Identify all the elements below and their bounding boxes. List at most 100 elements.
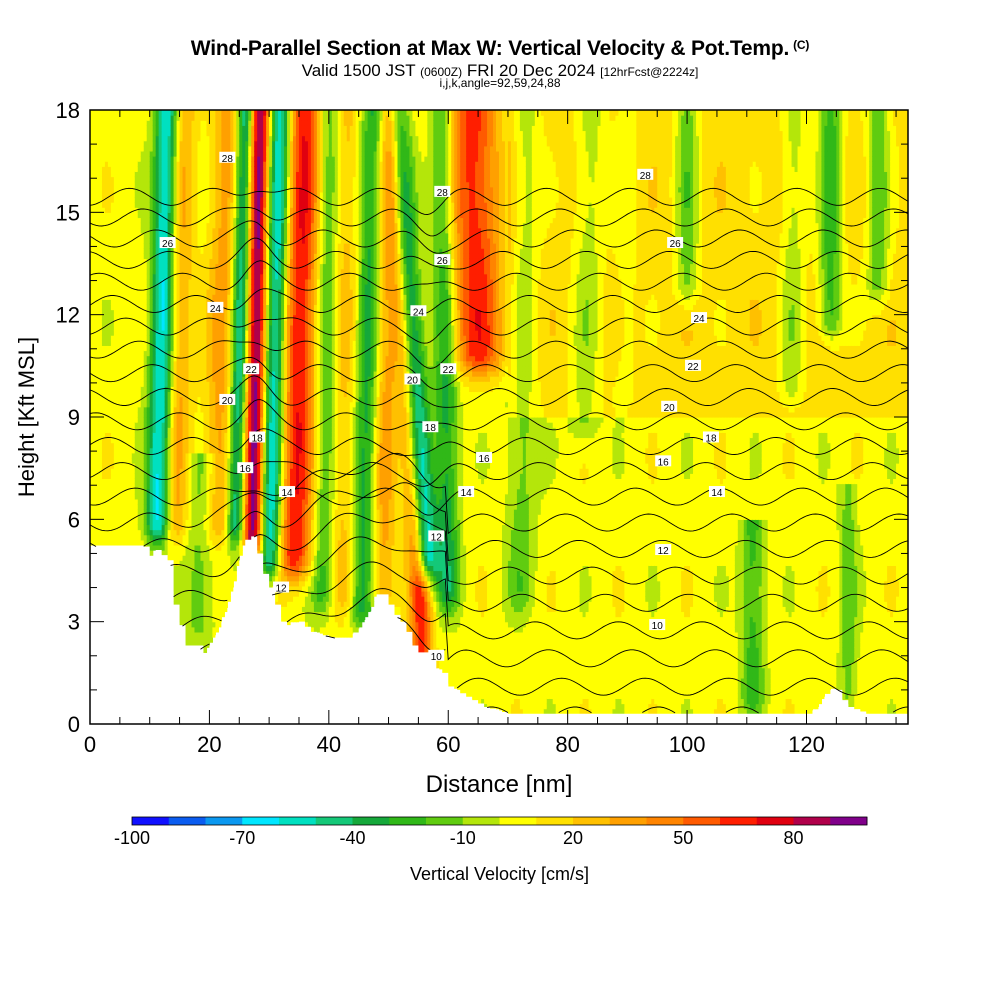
w-cell	[152, 140, 157, 147]
w-cell	[182, 391, 187, 398]
w-cell	[125, 478, 130, 485]
w-cell	[188, 314, 193, 321]
w-cell	[128, 304, 133, 311]
w-cell	[128, 237, 133, 244]
w-cell	[128, 278, 133, 285]
w-cell	[131, 539, 136, 546]
w-cell	[107, 509, 112, 515]
w-cell	[155, 437, 160, 444]
w-cell	[182, 232, 187, 239]
w-cell	[110, 381, 115, 387]
w-cell	[131, 304, 136, 311]
w-cell	[191, 473, 196, 479]
w-cell	[125, 468, 130, 474]
w-cell	[173, 289, 178, 295]
w-cell	[176, 278, 181, 285]
w-cell	[134, 125, 139, 132]
w-cell	[90, 396, 94, 403]
w-cell	[140, 140, 145, 147]
w-cell	[104, 289, 109, 295]
w-cell	[119, 196, 124, 203]
w-cell	[113, 335, 118, 341]
w-cell	[95, 370, 100, 377]
w-cell	[167, 539, 172, 546]
w-cell	[131, 278, 136, 285]
w-cell	[176, 273, 181, 280]
w-cell	[95, 391, 100, 398]
w-cell	[140, 350, 145, 357]
w-cell	[128, 452, 133, 459]
w-cell	[107, 417, 112, 423]
w-cell	[101, 519, 106, 526]
w-cell	[119, 232, 124, 239]
w-cell	[116, 376, 121, 382]
w-cell	[140, 534, 145, 541]
w-cell	[122, 278, 127, 285]
w-cell	[152, 120, 157, 126]
w-cell	[107, 330, 112, 336]
w-cell	[128, 365, 133, 372]
w-cell	[110, 376, 115, 382]
w-cell	[191, 263, 196, 270]
w-cell	[194, 355, 199, 362]
w-cell	[197, 110, 202, 116]
w-cell	[173, 248, 178, 254]
w-cell	[131, 350, 136, 357]
w-cell	[146, 268, 151, 275]
w-cell	[173, 319, 178, 326]
w-cell	[167, 401, 172, 408]
w-cell	[167, 478, 172, 485]
w-cell	[92, 135, 97, 142]
w-cell	[179, 181, 184, 188]
w-cell	[134, 299, 139, 306]
w-cell	[173, 396, 178, 403]
w-cell	[128, 319, 133, 326]
w-cell	[194, 585, 199, 592]
w-cell	[200, 493, 205, 500]
w-cell	[116, 202, 121, 208]
w-cell	[164, 115, 169, 121]
w-cell	[104, 386, 109, 393]
w-cell	[185, 606, 190, 613]
w-cell	[200, 324, 205, 331]
w-cell	[194, 237, 199, 244]
w-cell	[140, 181, 145, 188]
w-cell	[194, 509, 199, 515]
w-cell	[122, 529, 127, 536]
w-cell	[188, 258, 193, 265]
w-cell	[191, 452, 196, 459]
w-cell	[107, 191, 112, 198]
w-cell	[113, 457, 118, 464]
w-cell	[197, 191, 202, 198]
w-cell	[197, 585, 202, 592]
w-cell	[140, 493, 145, 500]
w-cell	[140, 539, 145, 546]
w-cell	[110, 273, 115, 280]
w-cell	[137, 186, 142, 193]
w-cell	[131, 442, 136, 449]
w-cell	[90, 232, 94, 239]
w-cell	[128, 463, 133, 469]
w-cell	[95, 156, 100, 162]
w-cell	[161, 427, 166, 433]
w-cell	[191, 237, 196, 244]
w-cell	[143, 217, 148, 224]
w-cell	[200, 498, 205, 505]
w-cell	[149, 519, 154, 526]
w-cell	[161, 176, 166, 183]
w-cell	[131, 130, 136, 137]
w-cell	[200, 560, 205, 566]
w-cell	[95, 273, 100, 280]
w-cell	[182, 498, 187, 505]
w-cell	[110, 406, 115, 413]
w-cell	[179, 125, 184, 132]
w-cell	[155, 509, 160, 515]
w-cell	[179, 283, 184, 290]
w-cell	[182, 616, 187, 623]
w-cell	[134, 463, 139, 469]
w-cell	[149, 529, 154, 536]
w-cell	[164, 191, 169, 198]
w-cell	[140, 171, 145, 178]
w-cell	[161, 550, 166, 556]
w-cell	[200, 550, 205, 556]
